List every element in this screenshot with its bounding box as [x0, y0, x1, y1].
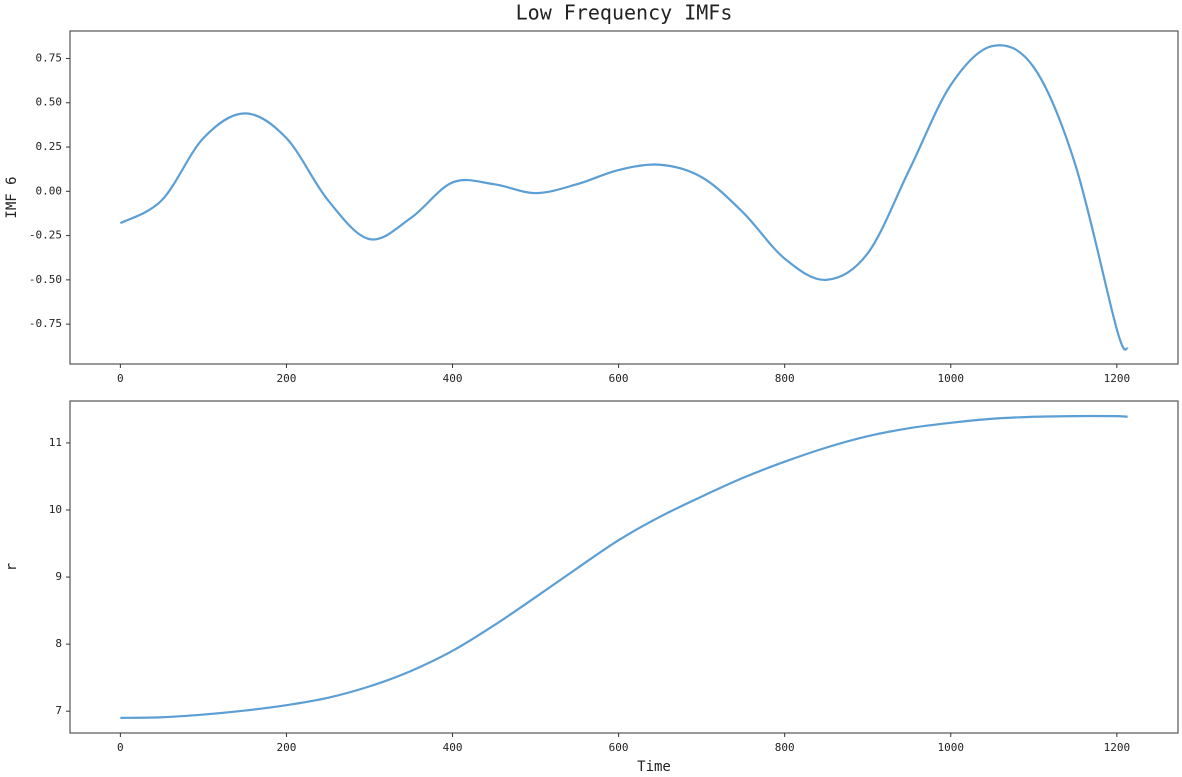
y-tick-label: 8 — [55, 637, 62, 650]
y-tick-label: 0.00 — [36, 184, 63, 197]
x-tick-label: 1200 — [1104, 372, 1131, 385]
y-tick-label: 11 — [49, 436, 62, 449]
chart-title: Low Frequency IMFs — [516, 1, 733, 25]
y-tick-label: -0.75 — [29, 317, 62, 330]
series-line — [119, 44, 1129, 351]
y-tick-label: 0.75 — [36, 51, 63, 64]
x-tick-label: 1200 — [1104, 741, 1131, 754]
x-tick-label: 800 — [775, 741, 795, 754]
y-tick-label: -0.25 — [29, 229, 62, 242]
y-axis-label: r — [4, 563, 20, 571]
x-tick-label: 600 — [609, 372, 629, 385]
x-tick-label: 800 — [775, 372, 795, 385]
y-tick-label: 0.25 — [36, 140, 63, 153]
x-tick-label: 400 — [443, 372, 463, 385]
y-tick-label: 10 — [49, 503, 62, 516]
x-tick-label: 600 — [609, 741, 629, 754]
series-line — [120, 414, 1128, 720]
y-axis-label: IMF 6 — [4, 176, 20, 218]
plot-frame — [69, 400, 1179, 734]
x-tick-label: 1000 — [938, 372, 965, 385]
y-tick-label: 7 — [55, 704, 62, 717]
plot-frame — [69, 30, 1179, 365]
x-axis-label: Time — [637, 759, 671, 775]
x-tick-label: 1000 — [938, 741, 965, 754]
x-tick-label: 200 — [277, 372, 297, 385]
x-tick-label: 400 — [443, 741, 463, 754]
x-tick-label: 0 — [117, 741, 124, 754]
y-tick-label: 9 — [55, 570, 62, 583]
x-tick-label: 0 — [117, 372, 124, 385]
y-tick-label: 0.50 — [36, 96, 63, 109]
x-tick-label: 200 — [277, 741, 297, 754]
y-tick-label: -0.50 — [29, 273, 62, 286]
